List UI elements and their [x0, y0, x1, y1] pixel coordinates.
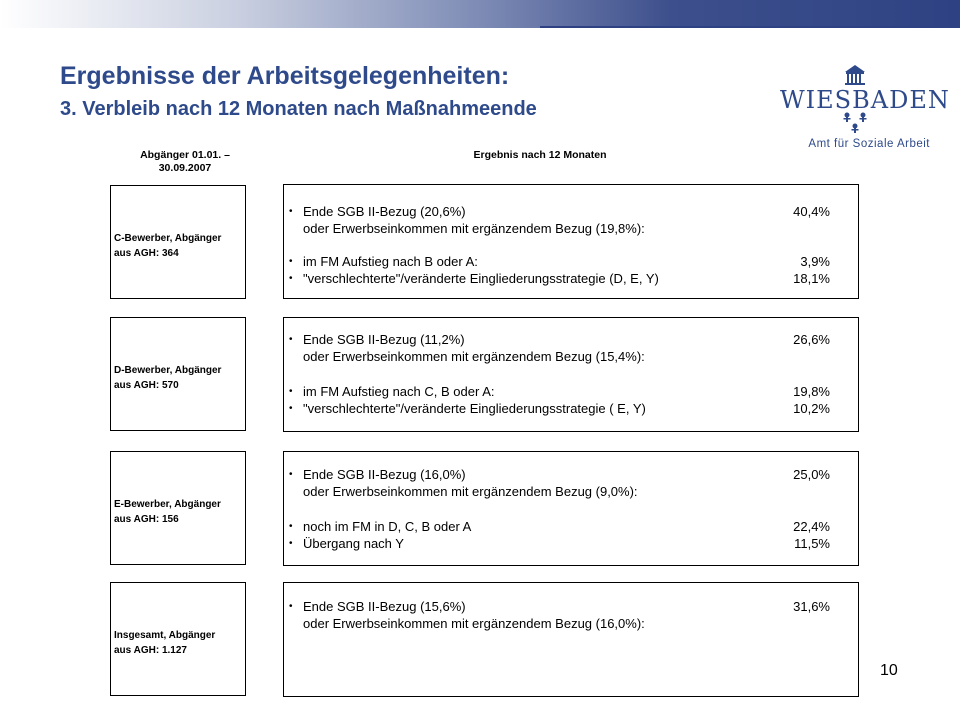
group-label-line2: aus AGH: 1.127: [114, 645, 187, 656]
group-label-box: E-Bewerber, Abgänger aus AGH: 156: [110, 451, 246, 565]
logo-wordmark: WIESBADEN: [780, 86, 950, 114]
header-gradient-bar: [0, 0, 960, 28]
bullet-icon: •: [289, 206, 293, 217]
bullet-icon: •: [289, 538, 293, 549]
bullet-icon: •: [289, 334, 293, 345]
result-text: Ende SGB II-Bezug (20,6%): [303, 204, 466, 219]
result-value: 11,5%: [794, 536, 830, 551]
bullet-icon: •: [289, 256, 293, 267]
result-value: 18,1%: [793, 271, 830, 286]
result-value: 31,6%: [793, 599, 830, 614]
result-value: 22,4%: [793, 519, 830, 534]
result-text: Ende SGB II-Bezug (16,0%): [303, 467, 466, 482]
logo-department: Amt für Soziale Arbeit: [808, 138, 930, 150]
bullet-icon: •: [289, 521, 293, 532]
group-label-line2: aus AGH: 570: [114, 380, 179, 391]
left-column-header-line1: Abgänger 01.01. –: [140, 149, 230, 161]
slide-subtitle: 3. Verbleib nach 12 Monaten nach Maßnahm…: [60, 98, 537, 121]
group-label-line2: aus AGH: 156: [114, 514, 179, 525]
bullet-icon: •: [289, 386, 293, 397]
page-number: 10: [880, 662, 898, 679]
group-label-line1: Insgesamt, Abgänger: [114, 630, 216, 641]
group-label-line1: D-Bewerber, Abgänger: [114, 365, 222, 376]
slide-subtitle-bold: 3. Verbleib nach 12 Monaten nach Maßnahm…: [60, 98, 537, 120]
group-label-box: D-Bewerber, Abgänger aus AGH: 570: [110, 317, 246, 431]
result-text: noch im FM in D, C, B oder A: [303, 519, 472, 534]
bullet-icon: •: [289, 273, 293, 284]
result-value: 10,2%: [793, 401, 830, 416]
group-label: Insgesamt, Abgänger aus AGH: 1.127: [114, 628, 215, 658]
city-hall-crest-icon: [843, 65, 867, 133]
bullet-icon: •: [289, 403, 293, 414]
result-text: oder Erwerbseinkommen mit ergänzendem Be…: [303, 616, 645, 631]
slide-title: Ergebnisse der Arbeitsgelegenheiten:: [60, 62, 510, 90]
result-text: im FM Aufstieg nach B oder A:: [303, 254, 478, 269]
result-value: 25,0%: [793, 467, 830, 482]
left-column-header: Abgänger 01.01. – 30.09.2007: [110, 149, 260, 175]
wiesbaden-logo: WIESBADEN Amt für Soziale Arbeit: [780, 62, 950, 157]
result-value: 26,6%: [793, 332, 830, 347]
group-result-box: • Ende SGB II-Bezug (20,6%) 40,4% oder Erw…: [283, 184, 859, 299]
result-text: oder Erwerbseinkommen mit ergänzendem Be…: [303, 349, 645, 364]
group-result-box: • Ende SGB II-Bezug (15,6%) 31,6% oder Erw…: [283, 582, 859, 697]
left-column-header-line2: 30.09.2007: [158, 162, 212, 174]
group-label: D-Bewerber, Abgänger aus AGH: 570: [114, 363, 221, 393]
result-text: oder Erwerbseinkommen mit ergänzendem Be…: [303, 221, 645, 236]
result-value: 19,8%: [793, 384, 830, 399]
result-text: Ende SGB II-Bezug (15,6%): [303, 599, 466, 614]
group-label-line1: C-Bewerber, Abgänger: [114, 233, 222, 244]
group-label-line1: E-Bewerber, Abgänger: [114, 499, 221, 510]
result-text: "verschlechterte"/veränderte Eingliederu…: [303, 401, 646, 416]
group-label-line2: aus AGH: 364: [114, 248, 179, 259]
group-label: C-Bewerber, Abgänger aus AGH: 364: [114, 231, 221, 261]
result-text: Übergang nach Y: [303, 536, 404, 551]
result-text: oder Erwerbseinkommen mit ergänzendem Be…: [303, 484, 638, 499]
header-rule: [540, 26, 960, 28]
right-column-header: Ergebnis nach 12 Monaten: [473, 149, 607, 161]
result-text: im FM Aufstieg nach C, B oder A:: [303, 384, 495, 399]
result-text: Ende SGB II-Bezug (11,2%): [303, 332, 465, 347]
bullet-icon: •: [289, 469, 293, 480]
result-value: 3,9%: [800, 254, 830, 269]
result-value: 40,4%: [793, 204, 830, 219]
group-result-box: • Ende SGB II-Bezug (16,0%) 25,0% oder Erw…: [283, 451, 859, 566]
group-label-box: C-Bewerber, Abgänger aus AGH: 364: [110, 185, 246, 299]
group-label-box: Insgesamt, Abgänger aus AGH: 1.127: [110, 582, 246, 696]
bullet-icon: •: [289, 601, 293, 612]
group-label: E-Bewerber, Abgänger aus AGH: 156: [114, 497, 221, 527]
result-text: "verschlechterte"/veränderte Eingliederu…: [303, 271, 659, 286]
group-result-box: • Ende SGB II-Bezug (11,2%) 26,6% oder Erw…: [283, 317, 859, 432]
